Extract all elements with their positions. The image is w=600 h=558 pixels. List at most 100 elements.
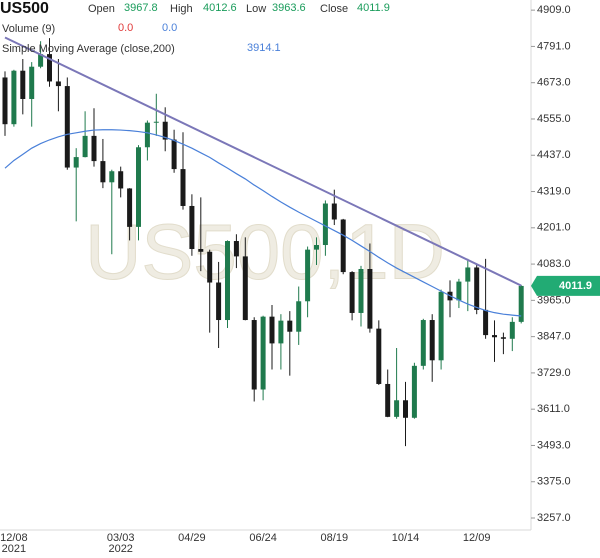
candle-body [29, 66, 35, 99]
y-tick-label: 3375.0 [537, 476, 571, 488]
candle-body [64, 86, 70, 168]
header-value: 4011.9 [357, 2, 390, 14]
candle-body [109, 171, 115, 183]
candle-body [376, 328, 382, 384]
candle-body [162, 121, 168, 140]
x-year-label: 2022 [108, 543, 132, 555]
header-value: 3963.6 [272, 2, 306, 14]
candle-body [136, 147, 141, 227]
x-tick-label: 08/19 [321, 532, 349, 544]
candle-body [47, 54, 52, 82]
header-label: High [170, 3, 193, 15]
moving-average [4, 129, 522, 317]
candle-body [465, 267, 471, 282]
candle-body [287, 320, 293, 332]
plot [2, 36, 524, 447]
candle-body [420, 320, 426, 366]
candle-body [340, 219, 346, 273]
candle-body [180, 169, 186, 206]
candle-body [260, 316, 266, 390]
header-label: Open [88, 3, 115, 15]
candle-body [411, 365, 417, 418]
candle-body [118, 171, 124, 189]
x-tick-label: 06/24 [249, 532, 277, 544]
candle-body [153, 121, 159, 123]
candle-body [394, 400, 400, 417]
header-label: Close [320, 3, 348, 15]
candle-body [509, 321, 515, 339]
chart-title: US500 [0, 0, 49, 17]
header-label: Low [246, 3, 266, 15]
volume-value: 0.0 [118, 22, 133, 34]
y-tick-label: 4437.0 [537, 149, 571, 161]
candle-body [429, 320, 435, 361]
legend-label: Simple Moving Average (close,200) [2, 43, 175, 55]
y-tick-label: 4673.0 [537, 77, 571, 89]
y-tick-label: 4791.0 [537, 40, 571, 52]
candle-body [358, 268, 364, 313]
candle-body [385, 383, 391, 417]
candle-body [305, 249, 311, 302]
legend-value: 3914.1 [247, 42, 281, 54]
candle-body [331, 203, 337, 220]
price-badge [531, 275, 600, 296]
candle-body [456, 281, 462, 301]
y-tick-label: 4909.0 [537, 4, 571, 16]
candle-body [474, 267, 480, 310]
price-label: 4011.9 [559, 280, 592, 292]
header-value: 3967.8 [124, 2, 158, 14]
candle-body [438, 291, 444, 361]
x-tick-label: 10/14 [392, 532, 420, 544]
candle-body [127, 188, 133, 227]
candle-body [242, 256, 248, 321]
candle-body [225, 241, 230, 321]
trend-line [4, 36, 522, 287]
x-tick-label: 03/03 [107, 532, 135, 544]
candle-body [500, 337, 506, 339]
volume-value: 0.0 [162, 22, 177, 34]
y-tick-label: 4319.0 [537, 185, 571, 197]
candle-body [349, 272, 355, 313]
candle-body [233, 241, 239, 257]
candle-body [314, 245, 319, 250]
candle-body [91, 135, 97, 162]
header-value: 4012.6 [203, 2, 237, 14]
candle-body [251, 320, 257, 390]
candle-body [403, 400, 408, 418]
candle-body [144, 122, 150, 148]
candle-body [278, 320, 284, 344]
x-tick-label: 04/29 [178, 532, 206, 544]
y-tick-label: 3729.0 [537, 367, 571, 379]
x-tick-label: 12/08 [0, 532, 28, 544]
x-tick-label: 12/09 [463, 532, 491, 544]
x-year-label: 2021 [2, 543, 26, 555]
y-tick-label: 4201.0 [537, 222, 571, 234]
candle-body [296, 301, 302, 332]
candle-body [20, 70, 26, 99]
candle-body [73, 157, 79, 168]
y-tick-label: 3257.0 [537, 512, 571, 524]
candle-body [269, 316, 275, 344]
candle-body [100, 161, 106, 183]
candle-body [11, 70, 17, 125]
candle-body [198, 249, 204, 252]
y-tick-label: 4083.0 [537, 258, 571, 270]
candle-body [492, 335, 497, 338]
candle-body [322, 203, 328, 246]
watermark: US500,1D [85, 208, 445, 296]
candle-body [216, 282, 222, 321]
candle-body [38, 54, 44, 67]
candle-body [189, 205, 195, 250]
candle-body [55, 81, 61, 87]
y-tick-label: 4555.0 [537, 113, 571, 125]
candle-body [171, 139, 177, 170]
y-tick-label: 3965.0 [537, 294, 571, 306]
candle-body [82, 135, 88, 158]
candle-body [483, 309, 489, 336]
candle-body [207, 251, 213, 283]
candle-body [2, 77, 8, 125]
y-tick-label: 3493.0 [537, 439, 571, 451]
y-tick-label: 3611.0 [537, 403, 570, 415]
